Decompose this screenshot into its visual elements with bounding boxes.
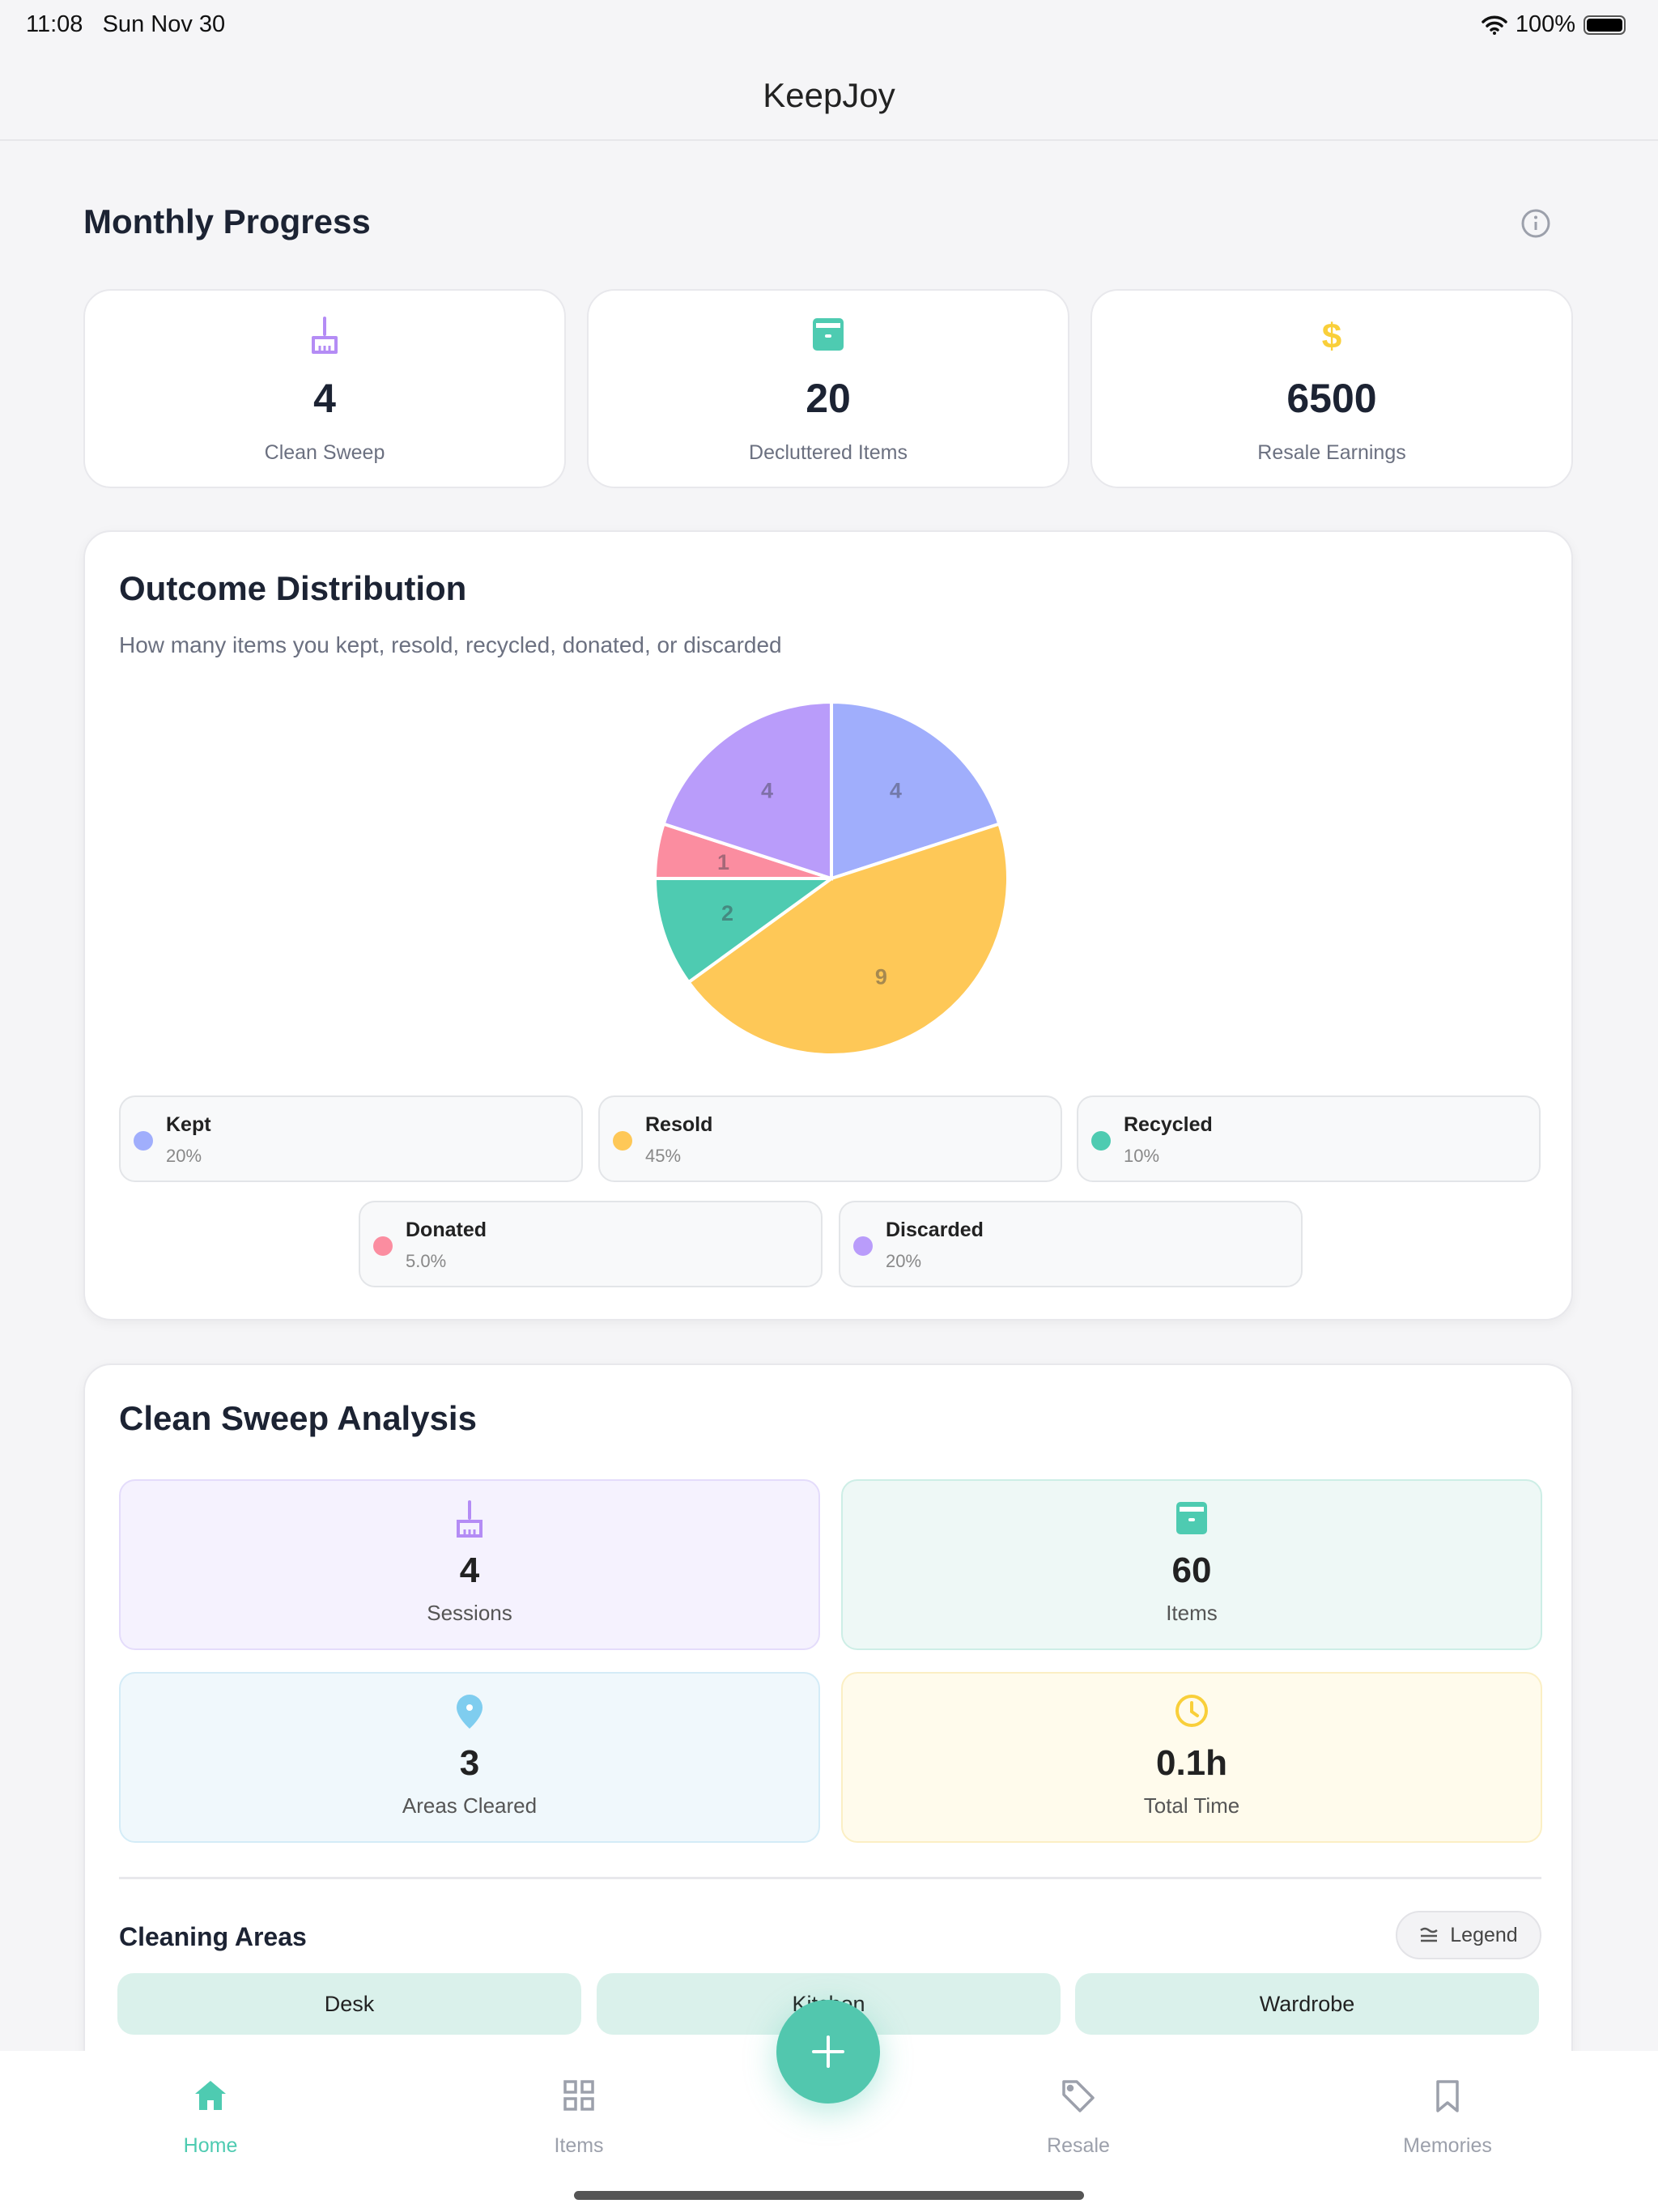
status-right: 100% [1482, 11, 1626, 38]
legend-name: Kept [166, 1113, 211, 1136]
tile-value: 60 [1171, 1551, 1212, 1590]
pie-slice-kept[interactable] [830, 700, 1001, 881]
stat-label: Resale Earnings [1257, 441, 1406, 464]
legend-button[interactable]: Legend [1396, 1911, 1541, 1959]
pie-slice-recycled[interactable] [653, 877, 837, 985]
stat-value: 20 [806, 376, 851, 421]
stat-card-resale[interactable]: $ 6500 Resale Earnings [1090, 289, 1573, 488]
tab-resale[interactable]: Resale [997, 2079, 1159, 2158]
bookmark-icon [1436, 2080, 1459, 2112]
stat-label: Decluttered Items [749, 441, 908, 464]
tab-label: Home [183, 2134, 238, 2157]
battery-percent: 100% [1515, 11, 1575, 37]
tile-value: 0.1h [1155, 1743, 1228, 1783]
monthly-progress-title: Monthly Progress [83, 202, 371, 240]
legend-dot [134, 1131, 153, 1151]
tile-sessions: 4 Sessions [119, 1479, 820, 1650]
tile-items: 60 Items [841, 1479, 1542, 1650]
stat-value: 6500 [1286, 376, 1377, 421]
add-button[interactable] [776, 2000, 880, 2104]
tile-areas: 3 Areas Cleared [119, 1672, 820, 1843]
legend-percent: 45% [645, 1146, 682, 1166]
grid-icon [563, 2080, 594, 2111]
tab-label: Resale [1047, 2134, 1110, 2157]
tag-icon [1062, 2080, 1095, 2112]
legend-percent: 20% [166, 1146, 202, 1166]
archive-icon [813, 318, 844, 351]
area-chip[interactable]: Desk [117, 1973, 581, 2035]
pie-slice-discarded[interactable] [661, 700, 833, 881]
tab-memories[interactable]: Memories [1367, 2079, 1528, 2158]
clean-sweep-title: Clean Sweep Analysis [119, 1399, 477, 1437]
legend-dot [613, 1131, 632, 1151]
legend-icon [1420, 1927, 1439, 1942]
legend-percent: 20% [886, 1251, 922, 1271]
tab-home[interactable]: Home [130, 2079, 291, 2158]
broom-icon [457, 1500, 483, 1538]
tile-time: 0.1h Total Time [841, 1672, 1542, 1843]
status-time: 11:08 Sun Nov 30 [26, 11, 226, 37]
wifi-icon [1482, 15, 1507, 35]
battery-icon [1584, 15, 1626, 35]
legend-percent: 10% [1124, 1146, 1160, 1166]
stat-card-decluttered[interactable]: 20 Decluttered Items [587, 289, 1069, 488]
legend-name: Discarded [886, 1219, 984, 1241]
cleaning-areas-title: Cleaning Areas [119, 1922, 307, 1951]
legend-item-donated: Donated 5.0% [359, 1201, 823, 1287]
stat-value: 4 [313, 376, 336, 421]
tab-items[interactable]: Items [498, 2079, 660, 2158]
outcome-title: Outcome Distribution [119, 569, 467, 607]
home-icon [195, 2081, 226, 2110]
clean-sweep-card: Clean Sweep Analysis 4 Sessions 60 Items… [83, 1363, 1573, 2092]
legend-item-recycled: Recycled 10% [1077, 1095, 1541, 1182]
tab-label: Items [554, 2134, 604, 2157]
tile-label: Sessions [427, 1601, 512, 1625]
pie-label: 2 [721, 901, 733, 925]
outcome-pie-chart: 4 9 2 1 4 [653, 700, 1010, 1057]
pie-label: 9 [875, 964, 887, 989]
tile-label: Areas Cleared [402, 1793, 538, 1818]
tile-value: 3 [459, 1743, 480, 1783]
outcome-distribution-card: Outcome Distribution How many items you … [83, 530, 1573, 1321]
legend-name: Resold [645, 1113, 713, 1136]
app-title: KeepJoy [763, 76, 895, 114]
legend-dot [1091, 1131, 1111, 1151]
tile-label: Total Time [1143, 1793, 1240, 1818]
legend-dot [853, 1236, 873, 1256]
pie-label: 4 [890, 779, 902, 803]
stat-label: Clean Sweep [264, 441, 385, 464]
map-pin-icon [457, 1695, 483, 1729]
tile-value: 4 [459, 1551, 480, 1590]
pie-label: 1 [717, 850, 729, 874]
legend-item-discarded: Discarded 20% [839, 1201, 1303, 1287]
legend-button-label: Legend [1450, 1923, 1518, 1946]
home-indicator [574, 2191, 1084, 2200]
legend-name: Donated [406, 1219, 487, 1241]
legend-item-kept: Kept 20% [119, 1095, 583, 1182]
pie-label: 4 [761, 779, 773, 803]
legend-item-resold: Resold 45% [598, 1095, 1062, 1182]
legend-name: Recycled [1124, 1113, 1213, 1136]
legend-percent: 5.0% [406, 1251, 447, 1271]
dollar-icon: $ [1321, 317, 1342, 356]
plus-icon [812, 2035, 844, 2068]
outcome-subtitle: How many items you kept, resold, recycle… [119, 632, 782, 657]
legend-dot [373, 1236, 393, 1256]
archive-icon [1176, 1502, 1207, 1534]
nav-header [0, 0, 1658, 141]
clock-icon [1175, 1695, 1208, 1727]
stat-card-clean-sweep[interactable]: 4 Clean Sweep [83, 289, 566, 488]
info-icon[interactable] [1520, 208, 1551, 239]
tab-label: Memories [1403, 2134, 1492, 2157]
broom-icon [312, 317, 338, 354]
pie-slice-resold[interactable] [686, 822, 1010, 1057]
divider [119, 1877, 1541, 1879]
tile-label: Items [1166, 1601, 1218, 1625]
area-chip[interactable]: Wardrobe [1075, 1973, 1539, 2035]
